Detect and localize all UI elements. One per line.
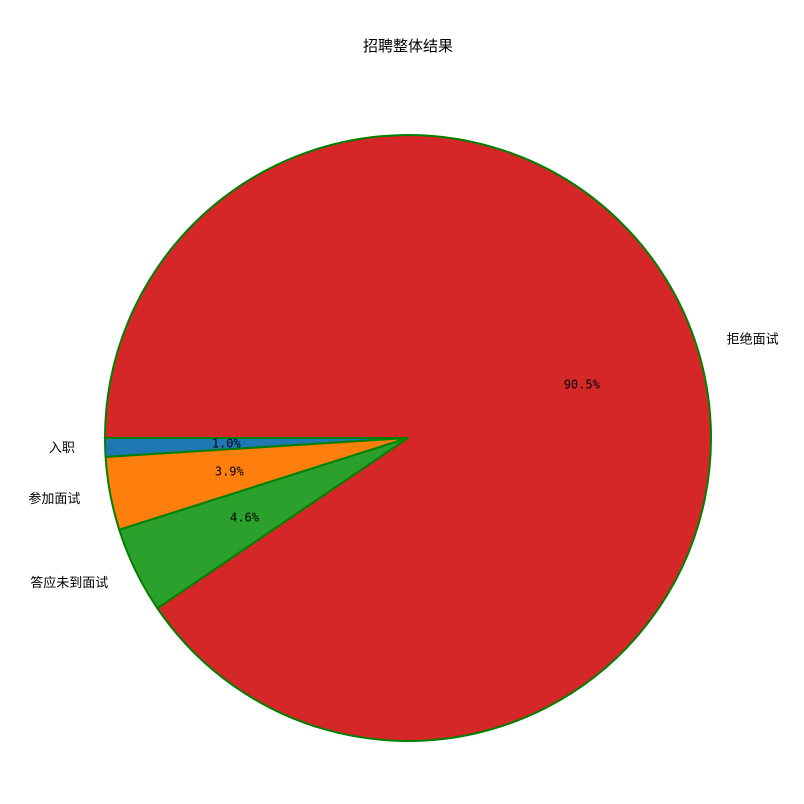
pie-slices bbox=[104, 134, 712, 742]
pie-slice-percent: 1.0% bbox=[212, 437, 242, 451]
pie-percent-labels: 1.0% 3.9% 4.6% 90.5% bbox=[212, 378, 601, 525]
pie-slice-percent: 3.9% bbox=[215, 465, 245, 479]
pie-slice bbox=[104, 134, 712, 742]
pie-slice-percent: 90.5% bbox=[564, 378, 601, 392]
pie-slice-label: 答应未到面试 bbox=[30, 575, 108, 591]
pie-slice-label: 入职 bbox=[49, 441, 75, 456]
pie-slice-label: 参加面试 bbox=[28, 491, 80, 507]
pie-slice-label: 拒绝面试 bbox=[727, 331, 779, 347]
pie-slice-percent: 4.6% bbox=[230, 510, 260, 524]
chart-title: 招聘整体结果 bbox=[363, 37, 453, 55]
